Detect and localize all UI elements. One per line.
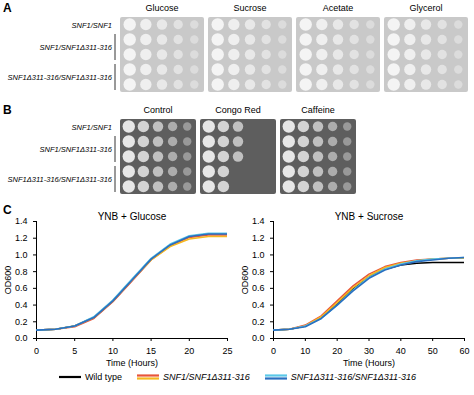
svg-text:0.8: 0.8	[15, 267, 28, 277]
html-text:SNF1/SNF1Δ311-316: SNF1/SNF1Δ311-316	[162, 372, 250, 382]
svg-text:5: 5	[72, 346, 77, 356]
svg-text:Caffeine: Caffeine	[301, 105, 334, 115]
svg-text:20: 20	[184, 346, 194, 356]
svg-text:Glycerol: Glycerol	[409, 3, 442, 13]
svg-text:0.4: 0.4	[15, 300, 28, 310]
html-text:SNF1Δ311-316/SNF1Δ311-316: SNF1Δ311-316/SNF1Δ311-316	[290, 372, 417, 382]
svg-text:1.2: 1.2	[15, 233, 28, 243]
svg-text:Acetate: Acetate	[323, 3, 354, 13]
svg-text:1.2: 1.2	[252, 233, 265, 243]
svg-text:0.2: 0.2	[15, 317, 28, 327]
svg-text:25: 25	[222, 346, 232, 356]
svg-text:30: 30	[364, 346, 374, 356]
svg-text:SNF1/SNF1Δ311-316: SNF1/SNF1Δ311-316	[40, 43, 113, 52]
svg-text:Glucose: Glucose	[145, 3, 178, 13]
svg-text:1.0: 1.0	[252, 250, 265, 260]
svg-text:20: 20	[332, 346, 342, 356]
svg-text:1.4: 1.4	[15, 216, 28, 226]
svg-text:60: 60	[459, 346, 469, 356]
svg-text:0.4: 0.4	[252, 300, 265, 310]
html-text:C: C	[3, 203, 12, 217]
svg-text:0.8: 0.8	[252, 267, 265, 277]
svg-text:0.6: 0.6	[252, 283, 265, 293]
svg-text:0.6: 0.6	[15, 283, 28, 293]
svg-text:YNB + Sucrose: YNB + Sucrose	[335, 211, 404, 222]
svg-text:SNF1/SNF1: SNF1/SNF1	[72, 21, 112, 30]
svg-text:SNF1Δ311-316/SNF1Δ311-316: SNF1Δ311-316/SNF1Δ311-316	[8, 175, 113, 184]
svg-text:1.4: 1.4	[252, 216, 265, 226]
svg-text:OD600: OD600	[3, 266, 13, 295]
svg-text:SNF1Δ311-316/SNF1Δ311-316: SNF1Δ311-316/SNF1Δ311-316	[8, 73, 113, 82]
svg-text:10: 10	[108, 346, 118, 356]
svg-text:Time (Hours): Time (Hours)	[106, 358, 158, 368]
svg-text:50: 50	[428, 346, 438, 356]
svg-text:SNF1/SNF1: SNF1/SNF1	[72, 123, 112, 132]
svg-text:Congo Red: Congo Red	[215, 105, 261, 115]
html-text:Wild type: Wild type	[84, 372, 122, 382]
svg-text:A: A	[3, 1, 12, 15]
svg-text:Sucrose: Sucrose	[233, 3, 266, 13]
svg-text:B: B	[3, 103, 12, 117]
svg-text:Time (Hours): Time (Hours)	[343, 358, 395, 368]
svg-text:0: 0	[271, 346, 276, 356]
svg-text:YNB + Glucose: YNB + Glucose	[98, 211, 167, 222]
svg-text:OD600: OD600	[240, 266, 250, 295]
svg-text:15: 15	[146, 346, 156, 356]
svg-text:0.2: 0.2	[252, 317, 265, 327]
svg-text:0.0: 0.0	[15, 333, 28, 343]
svg-text:0: 0	[34, 346, 39, 356]
svg-text:SNF1/SNF1Δ311-316: SNF1/SNF1Δ311-316	[40, 145, 113, 154]
svg-text:1.0: 1.0	[15, 250, 28, 260]
svg-text:40: 40	[396, 346, 406, 356]
svg-text:0.0: 0.0	[252, 333, 265, 343]
svg-text:Control: Control	[143, 105, 172, 115]
svg-text:10: 10	[300, 346, 310, 356]
